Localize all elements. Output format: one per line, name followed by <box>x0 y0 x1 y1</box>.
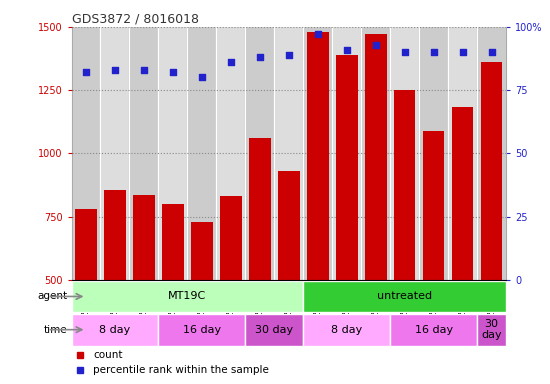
Bar <box>477 314 506 346</box>
Point <box>227 59 235 65</box>
Bar <box>133 195 155 384</box>
Bar <box>332 27 361 280</box>
Bar <box>75 209 97 384</box>
Text: 8 day: 8 day <box>100 325 130 335</box>
Bar <box>249 138 271 384</box>
Text: count: count <box>93 350 123 360</box>
Bar <box>158 27 188 280</box>
Point <box>429 49 438 55</box>
Bar <box>72 314 158 346</box>
Bar <box>191 222 213 384</box>
Bar <box>477 27 506 280</box>
Bar <box>303 314 390 346</box>
Text: 30
day: 30 day <box>481 319 502 341</box>
Bar <box>162 204 184 384</box>
Point <box>371 41 380 48</box>
Text: 16 day: 16 day <box>183 325 221 335</box>
Bar <box>188 27 216 280</box>
Text: 8 day: 8 day <box>331 325 362 335</box>
Point <box>111 67 119 73</box>
Bar <box>104 190 126 384</box>
Point <box>284 51 293 58</box>
Bar <box>303 281 506 313</box>
Bar <box>72 27 101 280</box>
Bar <box>390 314 477 346</box>
Point <box>255 54 264 60</box>
Bar <box>423 131 444 384</box>
Text: 30 day: 30 day <box>255 325 293 335</box>
Point <box>81 70 90 76</box>
Bar <box>278 171 300 384</box>
Point <box>140 67 148 73</box>
Bar <box>158 314 245 346</box>
Bar <box>220 196 241 384</box>
Bar <box>336 55 358 384</box>
Text: agent: agent <box>37 291 67 301</box>
Text: MT19C: MT19C <box>168 291 206 301</box>
Bar <box>101 27 129 280</box>
Text: 16 day: 16 day <box>415 325 453 335</box>
Bar <box>274 27 303 280</box>
Bar <box>419 27 448 280</box>
Point <box>314 31 322 38</box>
Text: untreated: untreated <box>377 291 432 301</box>
Text: GDS3872 / 8016018: GDS3872 / 8016018 <box>72 13 199 26</box>
Point <box>487 49 496 55</box>
Bar <box>129 27 158 280</box>
Bar <box>245 314 303 346</box>
Bar <box>365 35 387 384</box>
Bar <box>245 27 274 280</box>
Bar <box>361 27 390 280</box>
Bar <box>303 27 332 280</box>
Text: time: time <box>43 325 67 335</box>
Bar <box>307 32 328 384</box>
Point <box>458 49 467 55</box>
Point <box>168 70 177 76</box>
Text: percentile rank within the sample: percentile rank within the sample <box>93 365 269 375</box>
Point <box>342 46 351 53</box>
Bar <box>394 90 415 384</box>
Bar <box>481 62 502 384</box>
Point <box>400 49 409 55</box>
Bar <box>390 27 419 280</box>
Bar <box>216 27 245 280</box>
Point <box>197 74 206 81</box>
Bar <box>72 281 303 313</box>
Bar <box>448 27 477 280</box>
Bar <box>452 107 474 384</box>
